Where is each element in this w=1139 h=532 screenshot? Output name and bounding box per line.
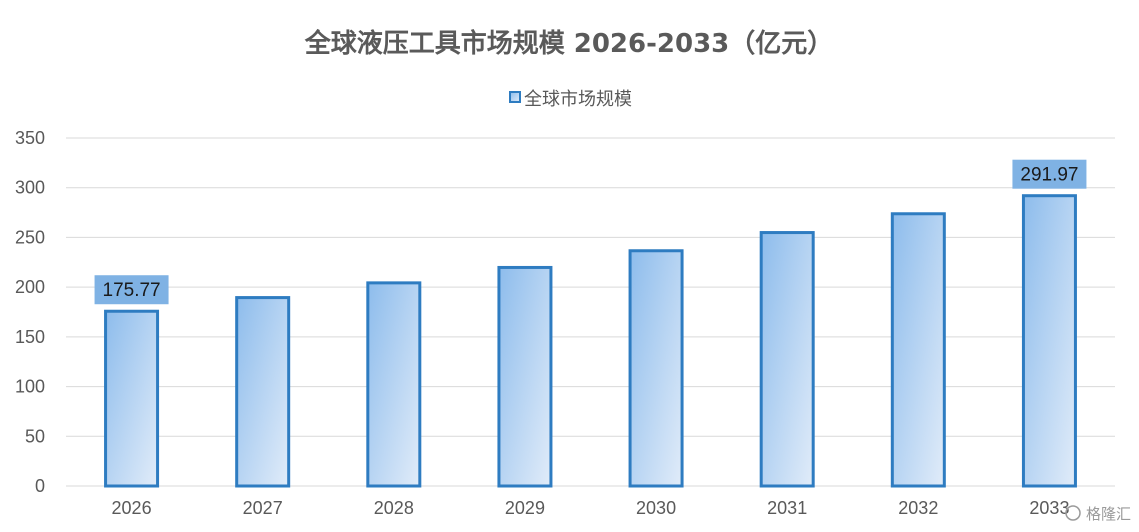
x-tick-label: 2031 <box>767 498 807 518</box>
x-tick-label: 2033 <box>1029 498 1069 518</box>
watermark: 格隆汇 <box>1065 505 1131 523</box>
bar-2031 <box>759 231 815 488</box>
bar-2032 <box>890 212 946 488</box>
y-tick-label: 0 <box>35 476 45 496</box>
y-tick-label: 300 <box>15 178 45 198</box>
bar-2033 <box>1021 194 1077 488</box>
legend-swatch <box>509 91 521 103</box>
data-label-box <box>94 275 169 305</box>
bar-2026 <box>104 309 160 488</box>
y-tick-label: 200 <box>15 277 45 297</box>
x-tick-label: 2029 <box>505 498 545 518</box>
x-tick-label: 2026 <box>112 498 152 518</box>
bar-2028 <box>366 281 422 488</box>
x-tick-label: 2032 <box>898 498 938 518</box>
y-tick-label: 50 <box>25 426 45 446</box>
bar-2027 <box>235 296 291 488</box>
x-tick-label: 2030 <box>636 498 676 518</box>
data-label: 175.77 <box>103 280 161 301</box>
chart-title: 全球液压工具市场规模 2026-2033（亿元） <box>304 28 834 59</box>
legend-label: 全球市场规模 <box>524 89 632 110</box>
y-tick-label: 350 <box>15 128 45 148</box>
data-label-box <box>1012 159 1087 189</box>
x-tick-label: 2027 <box>243 498 283 518</box>
bar-2029 <box>497 265 553 488</box>
legend: 全球市场规模 <box>509 89 632 110</box>
y-tick-label: 100 <box>15 377 45 397</box>
data-label: 291.97 <box>1020 165 1078 186</box>
watermark-text: 格隆汇 <box>1086 505 1131 523</box>
y-tick-label: 150 <box>15 327 45 347</box>
y-tick-label: 250 <box>15 227 45 247</box>
bar-2030 <box>628 249 684 488</box>
watermark-logo-icon <box>1065 505 1081 521</box>
x-tick-label: 2028 <box>374 498 414 518</box>
